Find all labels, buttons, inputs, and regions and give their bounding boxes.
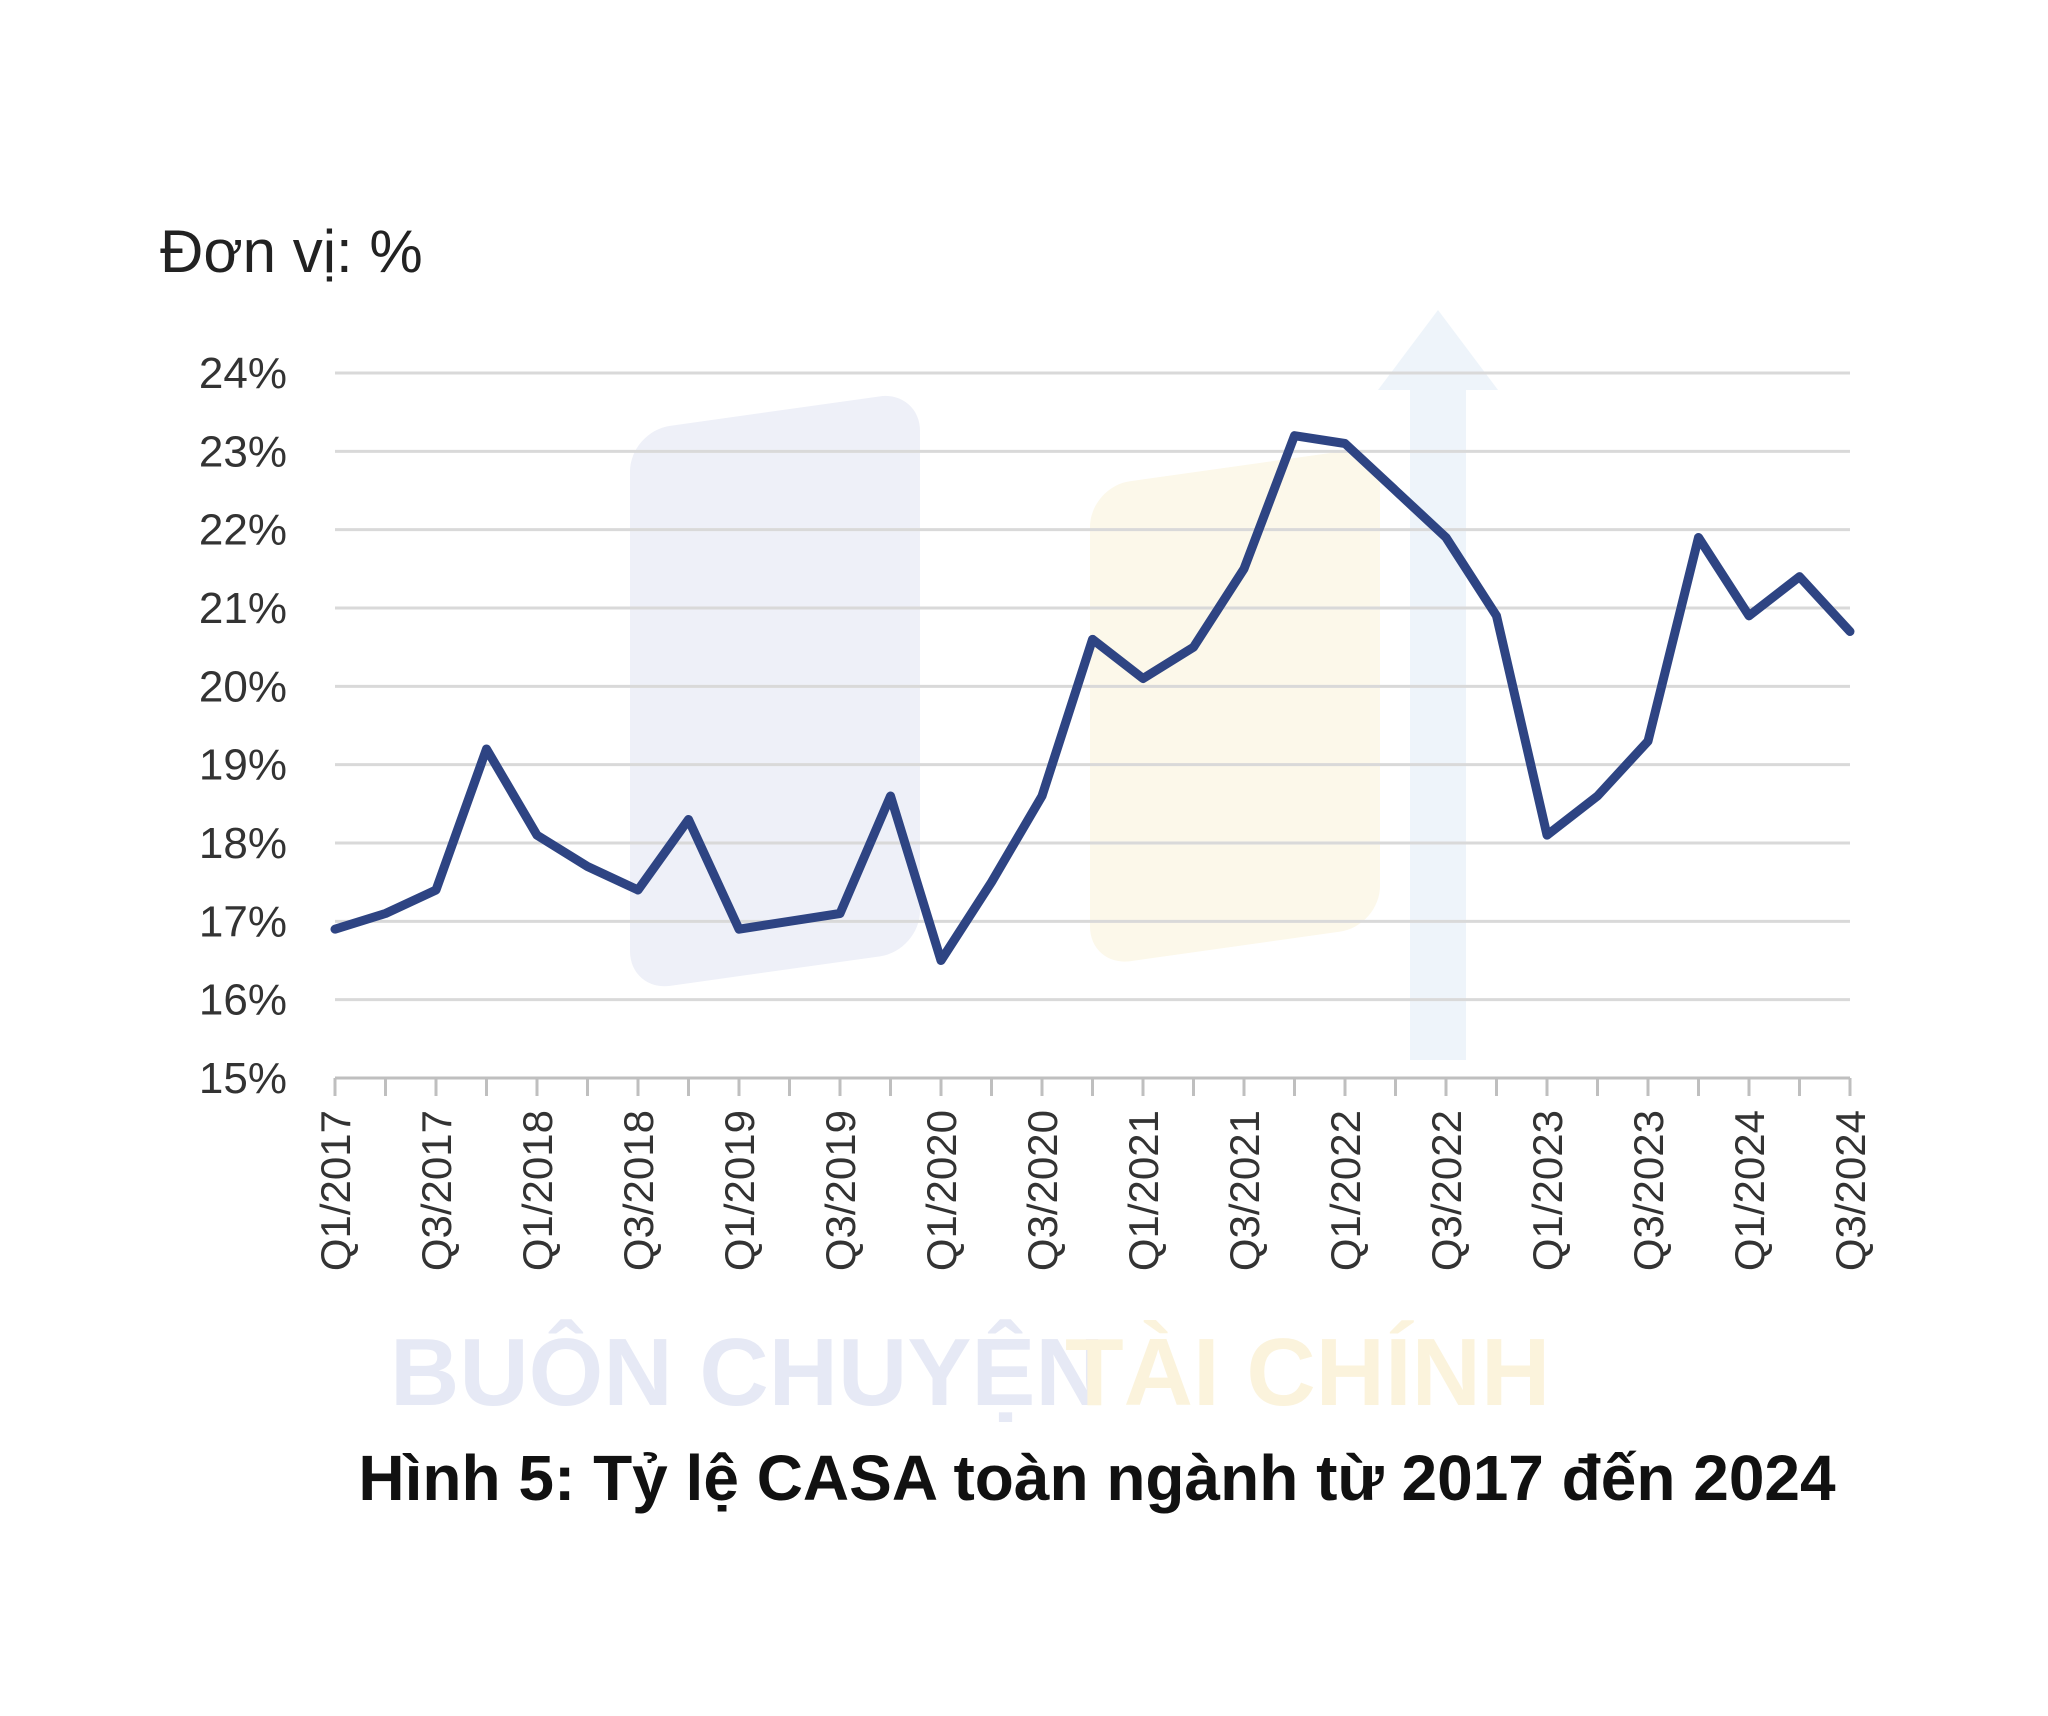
- data-point: [1242, 566, 1246, 571]
- data-point: [484, 747, 489, 751]
- data-point: [1747, 613, 1751, 618]
- x-tick-label: Q3/2022: [1423, 1110, 1470, 1271]
- y-tick-label: 18%: [199, 819, 287, 868]
- y-tick-label: 24%: [199, 349, 287, 398]
- y-tick-label: 20%: [199, 662, 287, 711]
- unit-label: Đơn vị: %: [160, 218, 423, 285]
- x-tick-label: Q1/2022: [1322, 1110, 1369, 1271]
- x-tick-label: Q1/2024: [1726, 1110, 1773, 1271]
- watermark-text-2: TÀI CHÍNH: [1065, 1319, 1550, 1426]
- data-point: [585, 864, 590, 869]
- grid: [335, 371, 1850, 1002]
- data-point: [989, 880, 994, 885]
- data-point: [1090, 637, 1095, 642]
- x-tick-label: Q3/2018: [615, 1110, 662, 1271]
- x-tick-label: Q1/2020: [918, 1110, 965, 1271]
- watermark-logo-block-yellow: [1090, 451, 1380, 962]
- y-tick-label: 15%: [199, 1054, 287, 1103]
- data-point: [1292, 433, 1297, 438]
- x-tick-label: Q1/2019: [716, 1110, 763, 1271]
- data-point: [1696, 535, 1701, 540]
- y-axis: 15% 16% 17% 18% 19% 20% 21% 22% 23% 24%: [199, 349, 287, 1103]
- y-tick-label: 22%: [199, 506, 287, 555]
- data-point: [1444, 535, 1448, 540]
- data-point: [1646, 739, 1650, 744]
- data-point: [1494, 613, 1499, 618]
- watermark-text-1: BUÔN CHUYỆN: [390, 1318, 1105, 1426]
- x-tick-label: Q3/2019: [817, 1110, 864, 1271]
- x-tick-label: Q1/2021: [1120, 1110, 1167, 1271]
- data-point: [1595, 794, 1600, 798]
- data-point: [737, 927, 741, 932]
- data-point: [939, 958, 943, 963]
- watermark-logo-block-blue: [630, 395, 920, 987]
- data-point: [434, 888, 438, 892]
- y-tick-label: 16%: [199, 976, 287, 1025]
- data-point: [1848, 629, 1852, 634]
- x-tick-label: Q3/2020: [1019, 1110, 1066, 1271]
- data-point: [383, 911, 388, 916]
- x-tick-label: Q1/2023: [1524, 1110, 1571, 1271]
- y-tick-label: 23%: [199, 427, 287, 476]
- data-point: [888, 794, 893, 798]
- data-point: [1393, 488, 1398, 493]
- series: [330, 431, 1855, 965]
- data-point: [1545, 833, 1549, 838]
- x-tick-label: Q3/2024: [1827, 1110, 1874, 1271]
- data-point: [686, 817, 691, 822]
- y-tick-label: 19%: [199, 741, 287, 790]
- data-point: [333, 927, 337, 932]
- data-point: [1040, 794, 1044, 798]
- data-point: [636, 888, 640, 892]
- data-point: [838, 911, 842, 916]
- x-tick-label: Q3/2021: [1221, 1110, 1268, 1271]
- data-point: [1141, 676, 1145, 681]
- data-point: [535, 833, 539, 838]
- data-point: [1797, 574, 1802, 579]
- data-point: [787, 919, 792, 924]
- x-tick-label: Q1/2017: [312, 1110, 359, 1271]
- x-tick-label: Q3/2017: [413, 1110, 460, 1271]
- x-tick-label: Q3/2023: [1625, 1110, 1672, 1271]
- x-axis: Q1/2017 Q3/2017 Q1/2018 Q3/2018 Q1/2019 Q3/20…: [312, 1076, 1874, 1271]
- data-point: [1343, 441, 1347, 446]
- watermark: BUÔN CHUYỆN TÀI CHÍNH: [390, 310, 1550, 1426]
- y-tick-label: 17%: [199, 897, 287, 946]
- data-point: [1191, 645, 1196, 650]
- figure-caption: Hình 5: Tỷ lệ CASA toàn ngành từ 2017 đế…: [358, 1442, 1836, 1514]
- x-tick-label: Q1/2018: [514, 1110, 561, 1271]
- y-tick-label: 21%: [199, 584, 287, 633]
